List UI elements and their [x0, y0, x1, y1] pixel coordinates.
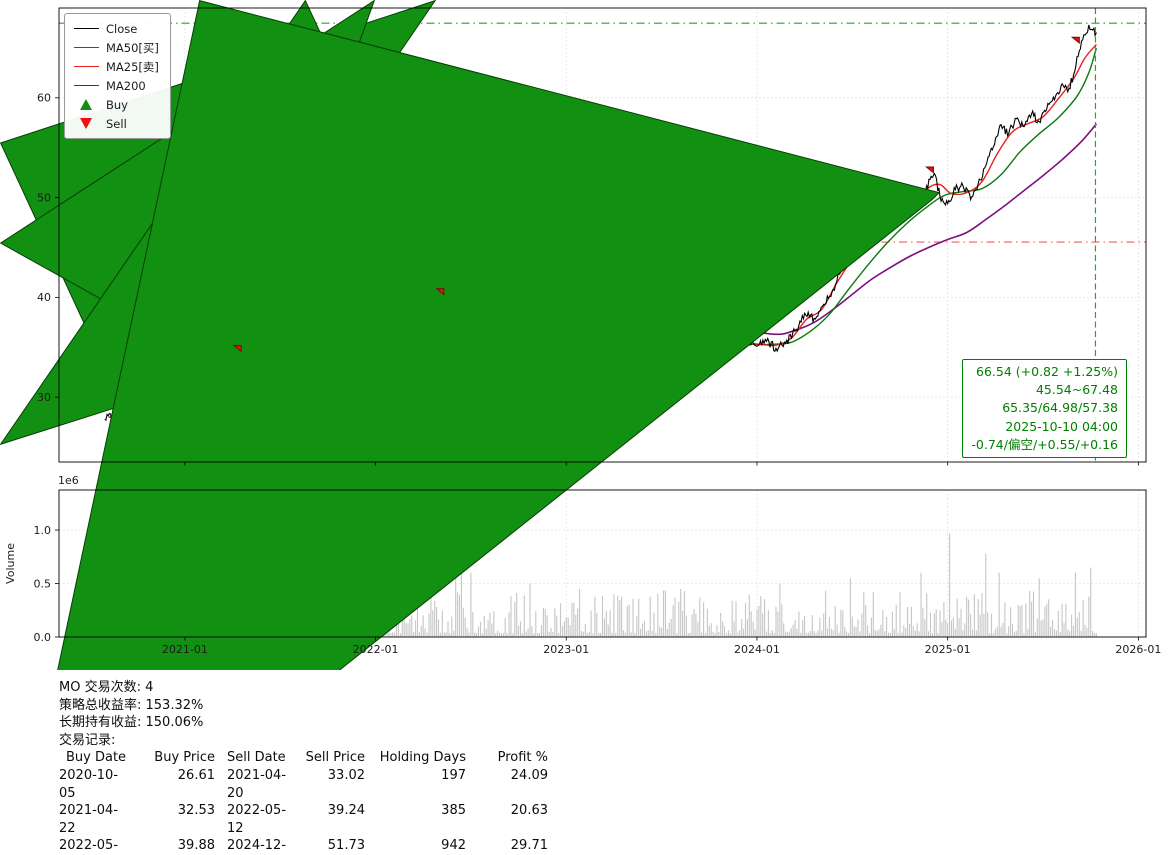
annotation-line: -0.74/偏空/+0.55/+0.16 [971, 436, 1118, 452]
legend-label: Close [106, 21, 138, 36]
trade-column-header: Sell Date [227, 750, 286, 766]
trade-cell: 2021-04-22 [59, 803, 119, 836]
trade-cell: 385 [441, 803, 466, 819]
legend-swatch [73, 66, 99, 67]
trade-row: 2022-05-13 39.88 2024-12-10 51.73 942 29.71 [59, 837, 548, 855]
volume-axis-title: Volume [4, 543, 17, 584]
trade-cell: 197 [441, 767, 466, 783]
annotation-line: 66.54 (+0.82 +1.25%) [976, 364, 1118, 379]
sell-triangle-icon [80, 118, 92, 129]
legend-line-swatch [73, 47, 99, 48]
sell-marker [1070, 36, 1080, 45]
legend-item: MA200 [73, 76, 159, 95]
price-plot-frame [58, 7, 1147, 463]
trade-record-title: 交易记录: [59, 732, 116, 748]
legend-label: MA200 [106, 78, 146, 93]
annotation-line: 2025-10-10 04:00 [1005, 418, 1118, 434]
volume-tick-label: 1.0 [34, 524, 52, 537]
volume-tick-label: 0.5 [34, 577, 52, 590]
trade-cell: 24.09 [510, 767, 548, 783]
legend-swatch [73, 47, 99, 48]
trade-table-header: Buy Date Buy Price Sell Date Sell Price Hold… [59, 749, 548, 767]
trade-column-header: Sell Price [305, 750, 365, 766]
price-tick-label: 60 [37, 92, 51, 105]
legend-swatch [73, 28, 99, 29]
sell-marker [924, 166, 934, 174]
trade-cell: 2024-12-10 [227, 838, 287, 854]
annotation-line: 45.54~67.48 [1035, 382, 1118, 398]
trade-cell: 33.02 [327, 767, 365, 783]
legend-line-swatch [73, 28, 99, 29]
trade-cell: 32.53 [177, 803, 215, 819]
legend-label: Sell [106, 116, 127, 131]
price-volume-chart: 30 40 50 60 0.0 0.5 1.0 2021-01 2022-01 2023-01 20… [0, 0, 1161, 670]
date-tick-label: 2023-01 [543, 643, 589, 656]
date-tick-label: 2022-01 [353, 643, 399, 656]
legend-label: Buy [106, 97, 128, 112]
legend-item: Buy [73, 95, 159, 114]
trade-cell: 51.73 [327, 838, 365, 854]
chart-legend: Close MA50[买] MA25[卖] MA200 Buy Sell [64, 13, 171, 139]
trade-cell: 39.24 [327, 803, 365, 819]
legend-item: Sell [73, 114, 159, 133]
trade-column-header: Profit % [497, 750, 548, 766]
date-tick-label: 2021-01 [162, 643, 208, 656]
date-tick-label: 2026-01 [1115, 643, 1161, 656]
sell-marker [232, 345, 242, 353]
strategy-summary: MO 交易次数: 4 策略总收益率: 153.32% 长期持有收益: 150.0… [59, 679, 548, 855]
volume-scale-label: 1e6 [58, 474, 79, 487]
legend-label: MA50[买] [106, 40, 159, 55]
legend-label: MA25[卖] [106, 59, 159, 74]
volume-plot-frame [58, 489, 1147, 638]
hold-return-line: 长期持有收益: 150.06% [59, 715, 204, 731]
trade-cell: 2022-05-13 [59, 838, 119, 854]
trade-cell: 942 [441, 838, 466, 854]
trade-cell: 2022-05-12 [227, 803, 287, 836]
annotation-line: 65.35/64.98/57.38 [1002, 400, 1118, 416]
volume-tick-label: 0.0 [34, 631, 52, 644]
trade-column-header: Buy Date [66, 750, 127, 766]
legend-item: MA25[卖] [73, 57, 159, 76]
trade-column-header: Buy Price [154, 750, 215, 766]
trade-row: 2021-04-22 32.53 2022-05-12 39.24 385 20.63 [59, 802, 548, 837]
trade-cell: 39.88 [177, 838, 215, 854]
trade-column-header: Holding Days [379, 750, 466, 766]
date-tick-label: 2024-01 [734, 643, 780, 656]
trade-cell: 2021-04-20 [227, 767, 287, 801]
price-tick-label: 30 [37, 391, 51, 404]
legend-item: MA50[买] [73, 38, 159, 57]
trade-row: 2020-10-05 26.61 2021-04-20 33.02 197 24.09 [59, 767, 548, 802]
trade-cell: 2020-10-05 [59, 767, 119, 801]
legend-swatch [73, 99, 99, 110]
sell-marker [435, 288, 445, 296]
trade-count-line: MO 交易次数: 4 [59, 680, 154, 695]
legend-swatch [73, 85, 99, 86]
trade-cell: 26.61 [177, 767, 215, 783]
legend-line-swatch [73, 66, 99, 67]
legend-swatch [73, 118, 99, 129]
trade-cell: 20.63 [510, 803, 548, 819]
legend-item: Close [73, 19, 159, 38]
buy-marker [57, 0, 941, 670]
price-annotation-box: 66.54 (+0.82 +1.25%) 45.54~67.48 65.35/64.… [962, 359, 1127, 459]
strategy-return-line: 策略总收益率: 153.32% [59, 697, 204, 713]
trade-table: Buy Date Buy Price Sell Date Sell Price Hold… [59, 749, 548, 855]
trade-cell: 29.71 [510, 838, 548, 854]
date-tick-label: 2025-01 [925, 643, 971, 656]
legend-line-swatch [73, 85, 99, 86]
price-tick-label: 50 [37, 191, 51, 204]
price-tick-label: 40 [37, 291, 51, 304]
buy-triangle-icon [80, 99, 92, 110]
